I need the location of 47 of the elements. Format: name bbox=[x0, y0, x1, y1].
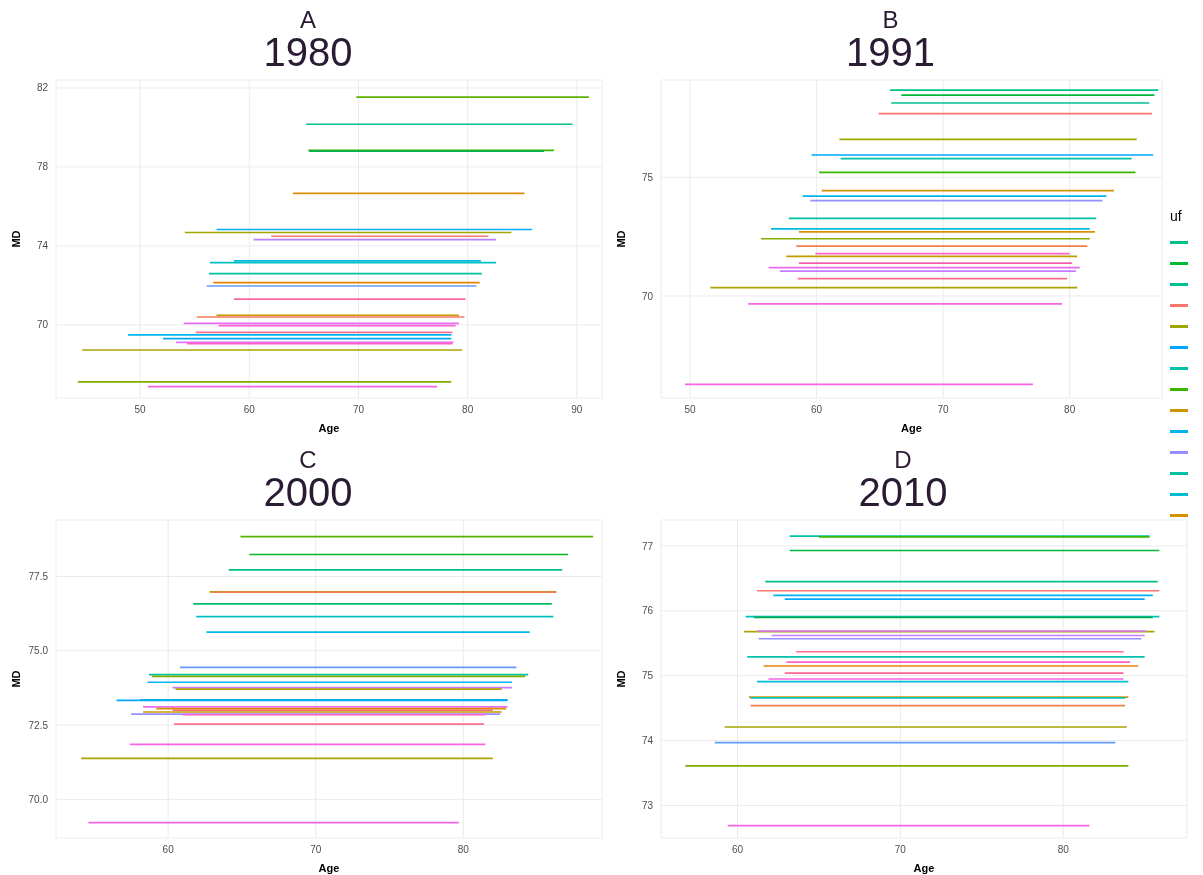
y-tick-label: 74 bbox=[36, 240, 49, 252]
x-tick-label: 60 bbox=[731, 844, 744, 856]
x-tick-label: 80 bbox=[462, 404, 474, 416]
x-axis-title: Age bbox=[901, 422, 922, 434]
y-tick-label: 78 bbox=[36, 161, 49, 173]
chart-title: B bbox=[881, 6, 900, 33]
x-tick-label: 80 bbox=[1064, 404, 1076, 416]
chart-subtitle: 1980 bbox=[262, 30, 354, 76]
y-tick-label: 72.5 bbox=[28, 719, 49, 731]
chart-title: D bbox=[893, 446, 913, 473]
y-tick-label: 77.5 bbox=[28, 571, 49, 583]
y-tick-label: 75.0 bbox=[28, 645, 49, 657]
y-tick-label: 70 bbox=[641, 290, 654, 302]
chart-subtitle: 2010 bbox=[857, 470, 949, 516]
chart-title: C bbox=[298, 446, 318, 473]
y-tick-label: 75 bbox=[641, 670, 654, 682]
x-axis-title: Age bbox=[318, 422, 340, 434]
y-tick-label: 70 bbox=[36, 319, 49, 331]
x-tick-label: 80 bbox=[457, 844, 470, 856]
y-tick-label: 73 bbox=[641, 800, 654, 812]
y-tick-label: 74 bbox=[641, 735, 654, 747]
x-tick-label: 50 bbox=[134, 404, 147, 416]
y-tick-label: 75 bbox=[641, 171, 654, 183]
y-tick-label: 70.0 bbox=[28, 793, 49, 805]
legend-title: uf bbox=[1170, 208, 1183, 224]
y-axis-title: MD bbox=[9, 670, 22, 688]
x-tick-label: 90 bbox=[571, 404, 583, 416]
y-tick-label: 77 bbox=[641, 540, 654, 552]
x-tick-label: 70 bbox=[894, 844, 907, 856]
x-axis-title: Age bbox=[913, 862, 935, 874]
x-tick-label: 70 bbox=[352, 404, 365, 416]
chart-subtitle: 2000 bbox=[262, 470, 354, 516]
chart-title: A bbox=[299, 6, 317, 33]
y-tick-label: 82 bbox=[36, 82, 49, 94]
x-tick-label: 70 bbox=[937, 404, 950, 416]
x-tick-label: 50 bbox=[684, 404, 697, 416]
y-axis-title: MD bbox=[614, 670, 627, 688]
x-tick-label: 70 bbox=[310, 844, 322, 856]
x-tick-label: 60 bbox=[162, 844, 175, 856]
x-tick-label: 60 bbox=[811, 404, 823, 416]
y-axis-title: MD bbox=[614, 230, 627, 248]
x-axis-title: Age bbox=[318, 862, 340, 874]
x-tick-label: 80 bbox=[1057, 844, 1070, 856]
y-tick-label: 76 bbox=[641, 605, 654, 617]
x-tick-label: 60 bbox=[243, 404, 256, 416]
y-axis-title: MD bbox=[9, 230, 22, 248]
chart-subtitle: 1991 bbox=[845, 30, 936, 76]
